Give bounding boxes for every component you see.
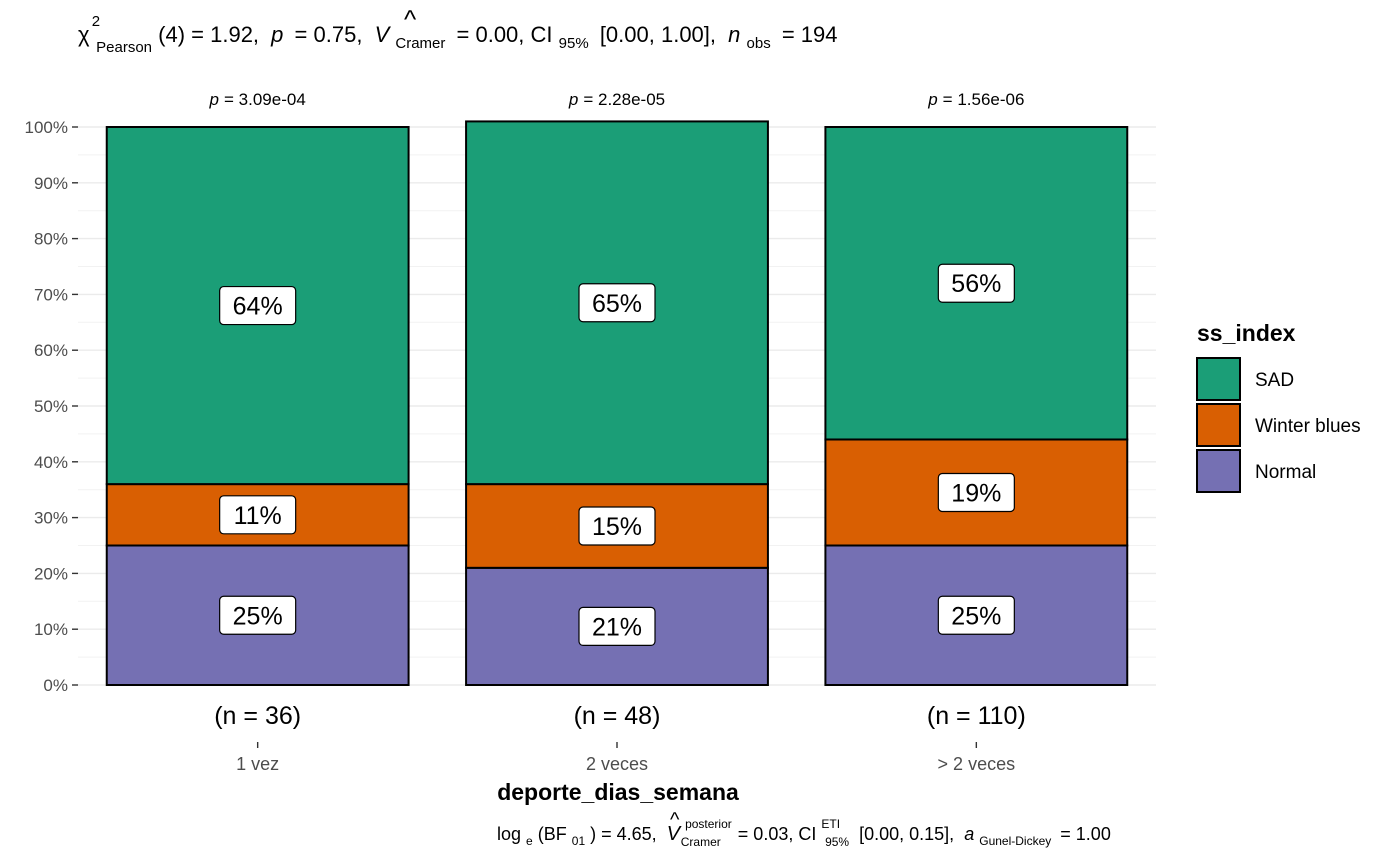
y-tick-label: 90% [34, 174, 68, 193]
y-tick-label: 100% [25, 118, 68, 137]
subtitle-chi-sup: 2 [92, 13, 100, 30]
plot-area: 0% 10% 20% 30% 40% 50% 60% 70% 80% 90% 100% 25% 11% 6… [25, 90, 1156, 774]
p-symbol: p [927, 90, 937, 109]
caption-v-label: V [667, 823, 682, 845]
bar-p-value: p = 3.09e-04 [209, 90, 306, 109]
subtitle-v-sub: Cramer [395, 35, 445, 52]
data-label-group: 15% [578, 506, 656, 546]
data-label-box [937, 472, 1015, 513]
data-label-group: 21% [578, 606, 656, 647]
data-label-group: 56% [937, 263, 1015, 303]
y-tick-label: 80% [34, 230, 68, 249]
n-label: (n = 48) [574, 702, 661, 730]
n-label: (n = 36) [214, 702, 301, 730]
caption-v-sup: posterior [685, 817, 732, 831]
x-tick-label: 2 veces [586, 754, 648, 774]
data-label-group: 19% [937, 472, 1015, 513]
legend-swatch [1196, 403, 1241, 447]
chart-subtitle: χ 2 Pearson (4) = 1.92, p = 0.75, V Cram… [78, 4, 838, 57]
p-symbol: p [209, 90, 219, 109]
y-tick-label: 50% [34, 397, 68, 416]
caption-ci-value: [0.00, 0.15], [859, 824, 954, 844]
subtitle-p-label: p [270, 22, 283, 47]
y-tick-label: 40% [34, 453, 68, 472]
y-tick-label: 0% [43, 676, 68, 695]
subtitle-v-hat: ^ [404, 4, 417, 34]
y-tick-label: 10% [34, 620, 68, 639]
subtitle-v-label: V [375, 22, 392, 47]
svg-text:log e (BF 01: log e (BF 01 ) = 4.65, V posterior Crame… [497, 812, 1111, 850]
subtitle-ci-sub: 95% [559, 35, 589, 52]
n-label: (n = 110) [927, 702, 1026, 730]
data-label: 25% [951, 602, 1001, 630]
caption-ci-sup: ETI [821, 817, 840, 831]
p-symbol: p [568, 90, 578, 109]
data-label-box [937, 263, 1015, 303]
legend: ss_index SAD Winter blues Normal [1196, 320, 1361, 493]
data-label: 25% [233, 602, 283, 630]
data-label-box [219, 285, 297, 326]
chart-caption: log e (BF 01 ) = 4.65, V posterior Crame… [497, 809, 1111, 850]
legend-swatch [1196, 449, 1241, 493]
data-label-group: 25% [219, 595, 297, 635]
y-tick-label: 70% [34, 285, 68, 304]
subtitle-n-label: n [728, 22, 740, 47]
data-label-group: 64% [219, 285, 297, 326]
data-label-box [578, 283, 656, 323]
data-label: 15% [592, 513, 642, 541]
legend-swatch [1196, 357, 1241, 401]
caption-bf-value: ) = 4.65, [590, 824, 657, 844]
legend-label: Winter blues [1255, 416, 1361, 437]
y-tick-label: 20% [34, 564, 68, 583]
caption-a-value: = 1.00 [1060, 824, 1111, 844]
subtitle-df: (4) = 1.92, [158, 22, 259, 47]
data-label-box [219, 595, 297, 635]
subtitle-chi-symbol: χ [78, 22, 90, 47]
x-tick-label: 1 vez [236, 754, 279, 774]
y-tick-label: 30% [34, 509, 68, 528]
data-label: 19% [951, 479, 1001, 507]
caption-a-label: a [964, 824, 974, 844]
x-tick-label: > 2 veces [938, 754, 1016, 774]
subtitle-p-value: = 0.75, [295, 22, 363, 47]
legend-title: ss_index [1197, 320, 1296, 346]
data-label-box [578, 506, 656, 546]
subtitle-n-sub: obs [747, 35, 771, 52]
data-label: 11% [234, 502, 282, 530]
caption-v-sub: Cramer [681, 835, 721, 849]
caption-log-sub: e [526, 834, 533, 848]
legend-label: SAD [1255, 370, 1294, 391]
caption-v-hat: ^ [670, 809, 680, 831]
data-label-box [578, 606, 656, 647]
subtitle-n-value: = 194 [782, 22, 838, 47]
x-axis-title: deporte_dias_semana [497, 779, 739, 805]
svg-text:χ 2 Pearson: χ 2 Pearson (4) = 1.92, p = 0.75, V Cram… [78, 6, 838, 57]
caption-bf-sub: 01 [572, 834, 586, 848]
caption-a-sub: Gunel-Dickey [979, 834, 1051, 848]
data-label-group: 25% [937, 595, 1015, 635]
y-tick-label: 60% [34, 341, 68, 360]
data-label-group: 11% [219, 495, 297, 535]
bar-p-value: p = 2.28e-05 [568, 90, 665, 109]
data-label-box [219, 495, 297, 535]
data-label: 21% [592, 613, 642, 641]
subtitle-ci-value: [0.00, 1.00], [600, 22, 716, 47]
data-label: 56% [951, 270, 1001, 298]
subtitle-v-value: = 0.00, CI [457, 22, 553, 47]
data-label: 65% [592, 290, 642, 318]
caption-ci-sub: 95% [825, 835, 849, 849]
p-value: = 2.28e-05 [583, 90, 665, 109]
caption-log-label: log [497, 824, 521, 844]
legend-label: Normal [1255, 462, 1316, 483]
p-value: = 1.56e-06 [943, 90, 1025, 109]
data-label: 64% [233, 293, 283, 321]
data-label-group: 65% [578, 283, 656, 323]
p-value: = 3.09e-04 [224, 90, 306, 109]
data-label-box [937, 595, 1015, 635]
caption-v-value: = 0.03, CI [738, 824, 817, 844]
caption-bf-open: (BF [538, 824, 567, 844]
subtitle-chi-sub: Pearson [96, 39, 152, 56]
bar-p-value: p = 1.56e-06 [927, 90, 1024, 109]
